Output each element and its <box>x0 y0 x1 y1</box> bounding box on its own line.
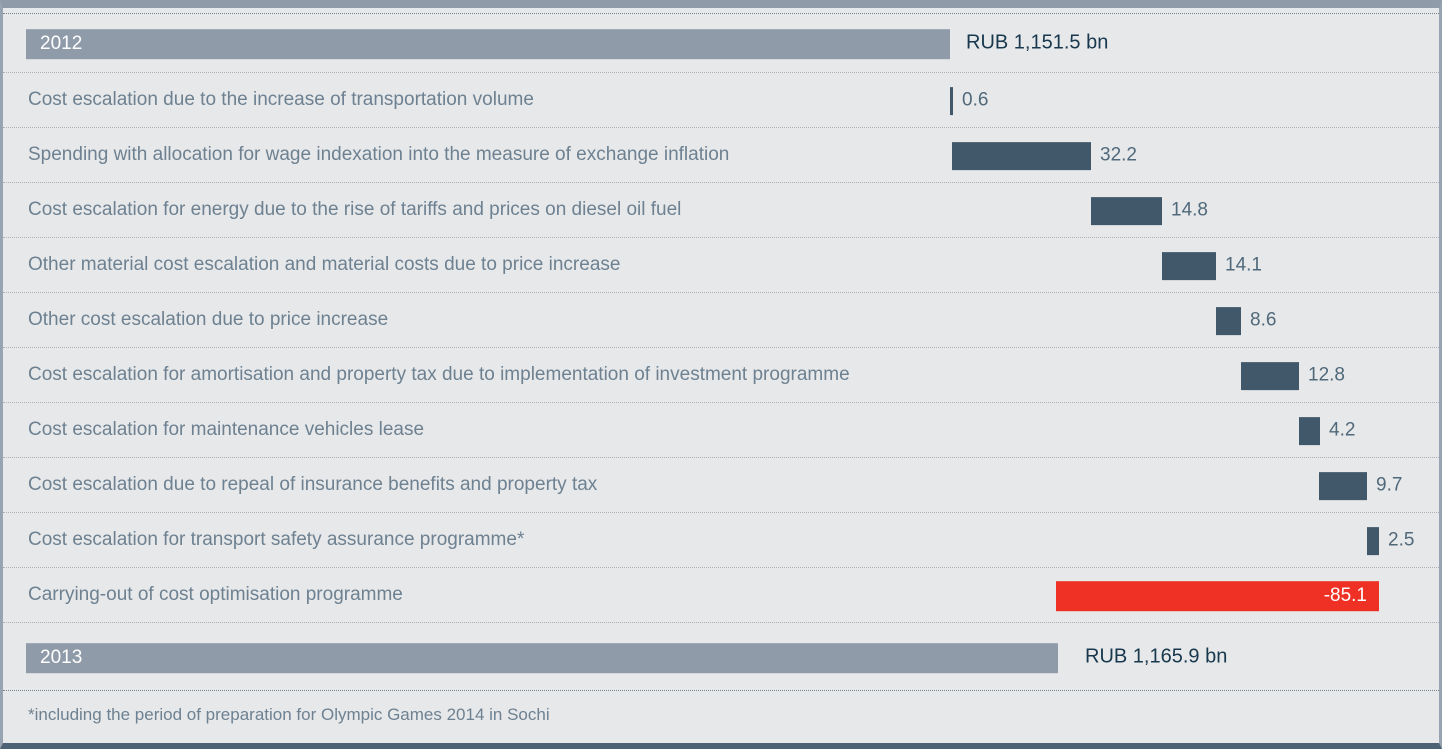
waterfall-row-label: Spending with allocation for wage indexa… <box>28 144 730 165</box>
waterfall-bar <box>1216 307 1241 336</box>
waterfall-bar-value: 9.7 <box>1376 474 1403 496</box>
waterfall-row: Cost escalation for amortisation and pro… <box>3 347 1439 402</box>
waterfall-bar <box>1319 472 1367 501</box>
total-bar-2012: 2012 <box>26 29 950 60</box>
waterfall-bar-value: -85.1 <box>1323 585 1367 607</box>
end-total-row: 2013 RUB 1,165.9 bn <box>3 622 1439 690</box>
waterfall-bar-value: 12.8 <box>1308 364 1345 386</box>
waterfall-bar <box>952 142 1091 171</box>
waterfall-bar <box>1162 252 1216 281</box>
footnote-text: *including the period of preparation for… <box>28 704 550 724</box>
waterfall-row-label: Cost escalation for energy due to the ri… <box>28 199 682 220</box>
waterfall-bar-value: 2.5 <box>1388 529 1415 551</box>
waterfall-row: Cost escalation due to the increase of t… <box>3 72 1439 127</box>
waterfall-row-label: Cost escalation for maintenance vehicles… <box>28 419 425 440</box>
waterfall-bar-value: 0.6 <box>962 89 989 111</box>
waterfall-bar <box>1299 417 1320 446</box>
start-total-row: 2012 RUB 1,151.5 bn <box>3 13 1439 72</box>
waterfall-row: Cost escalation for energy due to the ri… <box>3 182 1439 237</box>
waterfall-row-label: Other cost escalation due to price incre… <box>28 309 389 330</box>
waterfall-row: Other material cost escalation and mater… <box>3 237 1439 292</box>
total-value-2013: RUB 1,165.9 bn <box>1085 645 1228 667</box>
total-bar-2013: 2013 <box>26 642 1058 673</box>
waterfall-row-label: Cost escalation for amortisation and pro… <box>28 364 850 385</box>
waterfall-items: Cost escalation due to the increase of t… <box>3 72 1439 622</box>
total-bar-2012-label: 2012 <box>40 33 83 55</box>
waterfall-row: Spending with allocation for wage indexa… <box>3 127 1439 182</box>
waterfall-bar-value: 4.2 <box>1329 419 1356 441</box>
total-value-2012: RUB 1,151.5 bn <box>966 31 1109 54</box>
waterfall-bar <box>950 87 953 116</box>
waterfall-row-label: Cost escalation for transport safety ass… <box>28 529 525 550</box>
waterfall-row: Cost escalation due to repeal of insuran… <box>3 457 1439 512</box>
waterfall-row: Carrying-out of cost optimisation progra… <box>3 567 1439 622</box>
waterfall-bar: -85.1 <box>1056 581 1379 612</box>
waterfall-row-label: Cost escalation due to the increase of t… <box>28 89 534 110</box>
waterfall-bar-value: 14.8 <box>1171 199 1208 221</box>
total-bar-2013-label: 2013 <box>40 646 83 668</box>
waterfall-row-label: Cost escalation due to repeal of insuran… <box>28 474 598 495</box>
waterfall-row: Other cost escalation due to price incre… <box>3 292 1439 347</box>
waterfall-bar <box>1241 362 1299 391</box>
waterfall-bar-value: 8.6 <box>1250 309 1277 331</box>
footnote-row: *including the period of preparation for… <box>3 690 1439 743</box>
waterfall-bar <box>1091 197 1162 226</box>
waterfall-row: Cost escalation for transport safety ass… <box>3 512 1439 567</box>
waterfall-bar <box>1367 527 1379 556</box>
waterfall-bar-value: 32.2 <box>1100 144 1137 166</box>
waterfall-row-label: Other material cost escalation and mater… <box>28 254 621 275</box>
waterfall-row-label: Carrying-out of cost optimisation progra… <box>28 584 403 605</box>
waterfall-bar-value: 14.1 <box>1225 254 1262 276</box>
waterfall-row: Cost escalation for maintenance vehicles… <box>3 402 1439 457</box>
